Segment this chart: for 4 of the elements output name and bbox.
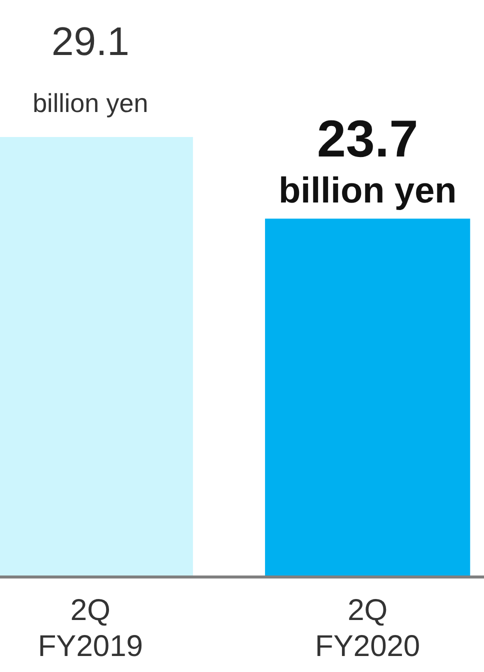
data-label: 29.1 billion yen <box>32 20 148 118</box>
x-tick-label: 2Q FY2020 <box>315 594 420 663</box>
data-label: 23.7 billion yen <box>278 110 457 211</box>
x-tick-label: 2Q FY2019 <box>38 594 143 663</box>
